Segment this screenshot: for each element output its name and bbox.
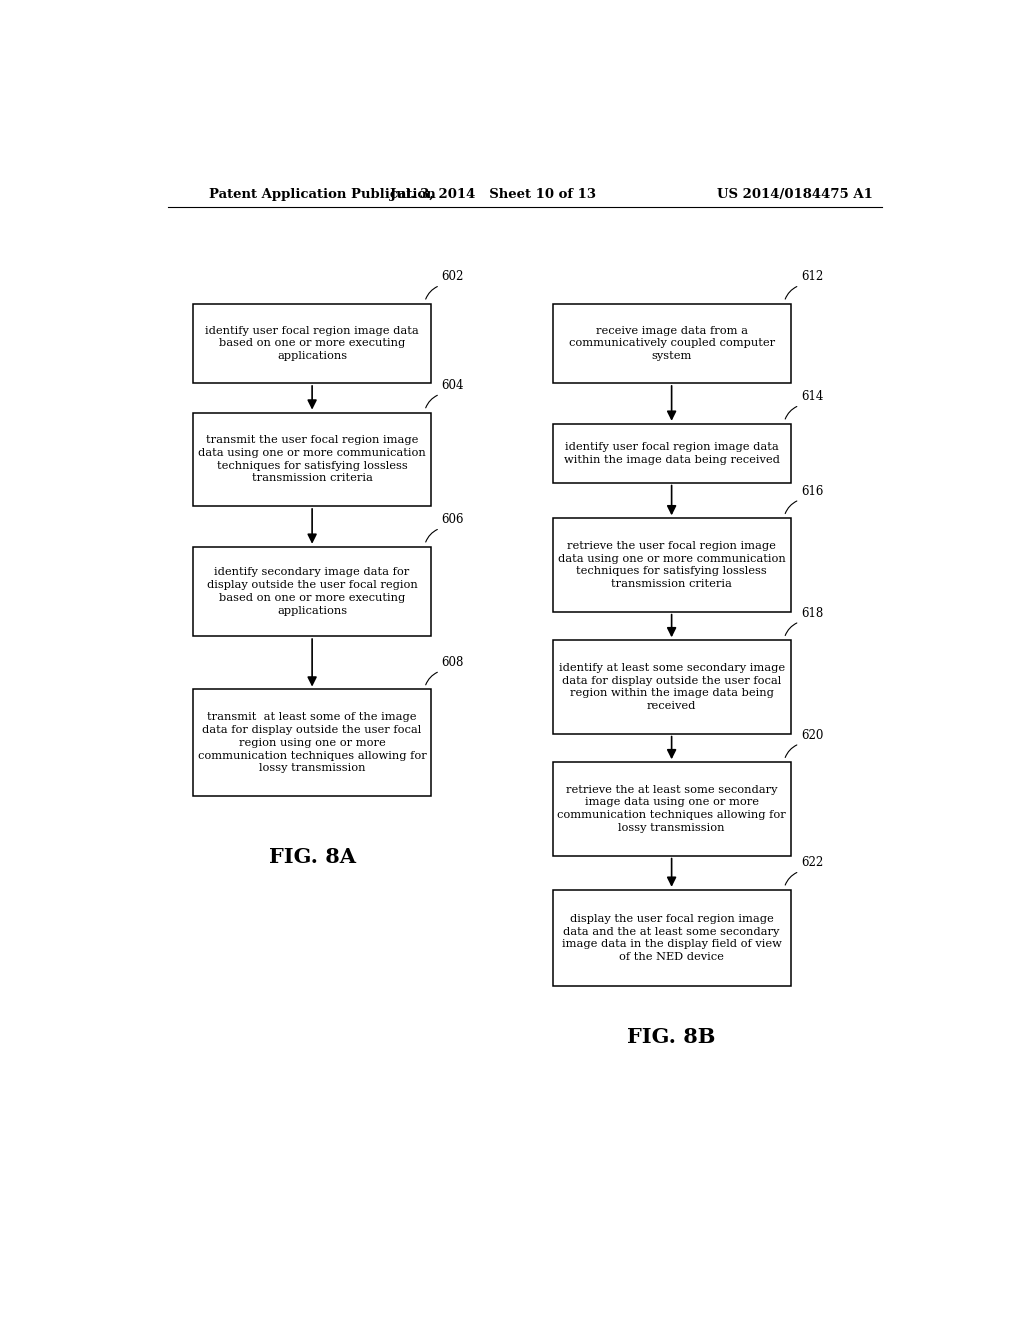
Text: 622: 622 <box>801 857 823 870</box>
FancyBboxPatch shape <box>194 413 431 506</box>
Text: identify user focal region image data
based on one or more executing
application: identify user focal region image data ba… <box>205 326 419 362</box>
Text: 602: 602 <box>441 271 464 284</box>
Text: transmit the user focal region image
data using one or more communication
techni: transmit the user focal region image dat… <box>199 436 426 483</box>
Text: 614: 614 <box>801 391 823 404</box>
Text: Jul. 3, 2014   Sheet 10 of 13: Jul. 3, 2014 Sheet 10 of 13 <box>390 189 596 202</box>
Text: identify user focal region image data
within the image data being received: identify user focal region image data wi… <box>563 442 779 465</box>
FancyBboxPatch shape <box>553 640 791 734</box>
Text: 604: 604 <box>441 379 464 392</box>
FancyBboxPatch shape <box>553 304 791 383</box>
FancyBboxPatch shape <box>194 546 431 636</box>
Text: 616: 616 <box>801 484 823 498</box>
Text: Patent Application Publication: Patent Application Publication <box>209 189 435 202</box>
Text: FIG. 8B: FIG. 8B <box>628 1027 716 1047</box>
Text: receive image data from a
communicatively coupled computer
system: receive image data from a communicativel… <box>568 326 775 362</box>
Text: display the user focal region image
data and the at least some secondary
image d: display the user focal region image data… <box>562 913 781 962</box>
Text: transmit  at least some of the image
data for display outside the user focal
reg: transmit at least some of the image data… <box>198 713 426 774</box>
Text: 606: 606 <box>441 513 464 527</box>
Text: identify at least some secondary image
data for display outside the user focal
r: identify at least some secondary image d… <box>558 663 784 711</box>
Text: FIG. 8A: FIG. 8A <box>268 847 355 867</box>
FancyBboxPatch shape <box>553 424 791 483</box>
Text: 618: 618 <box>801 607 823 620</box>
Text: 620: 620 <box>801 729 823 742</box>
Text: US 2014/0184475 A1: US 2014/0184475 A1 <box>717 189 872 202</box>
Text: retrieve the at least some secondary
image data using one or more
communication : retrieve the at least some secondary ima… <box>557 784 786 833</box>
Text: 608: 608 <box>441 656 464 669</box>
Text: identify secondary image data for
display outside the user focal region
based on: identify secondary image data for displa… <box>207 568 418 615</box>
Text: 612: 612 <box>801 271 823 284</box>
Text: retrieve the user focal region image
data using one or more communication
techni: retrieve the user focal region image dat… <box>558 541 785 589</box>
FancyBboxPatch shape <box>553 890 791 986</box>
FancyBboxPatch shape <box>194 304 431 383</box>
FancyBboxPatch shape <box>194 689 431 796</box>
FancyBboxPatch shape <box>553 762 791 855</box>
FancyBboxPatch shape <box>553 519 791 611</box>
